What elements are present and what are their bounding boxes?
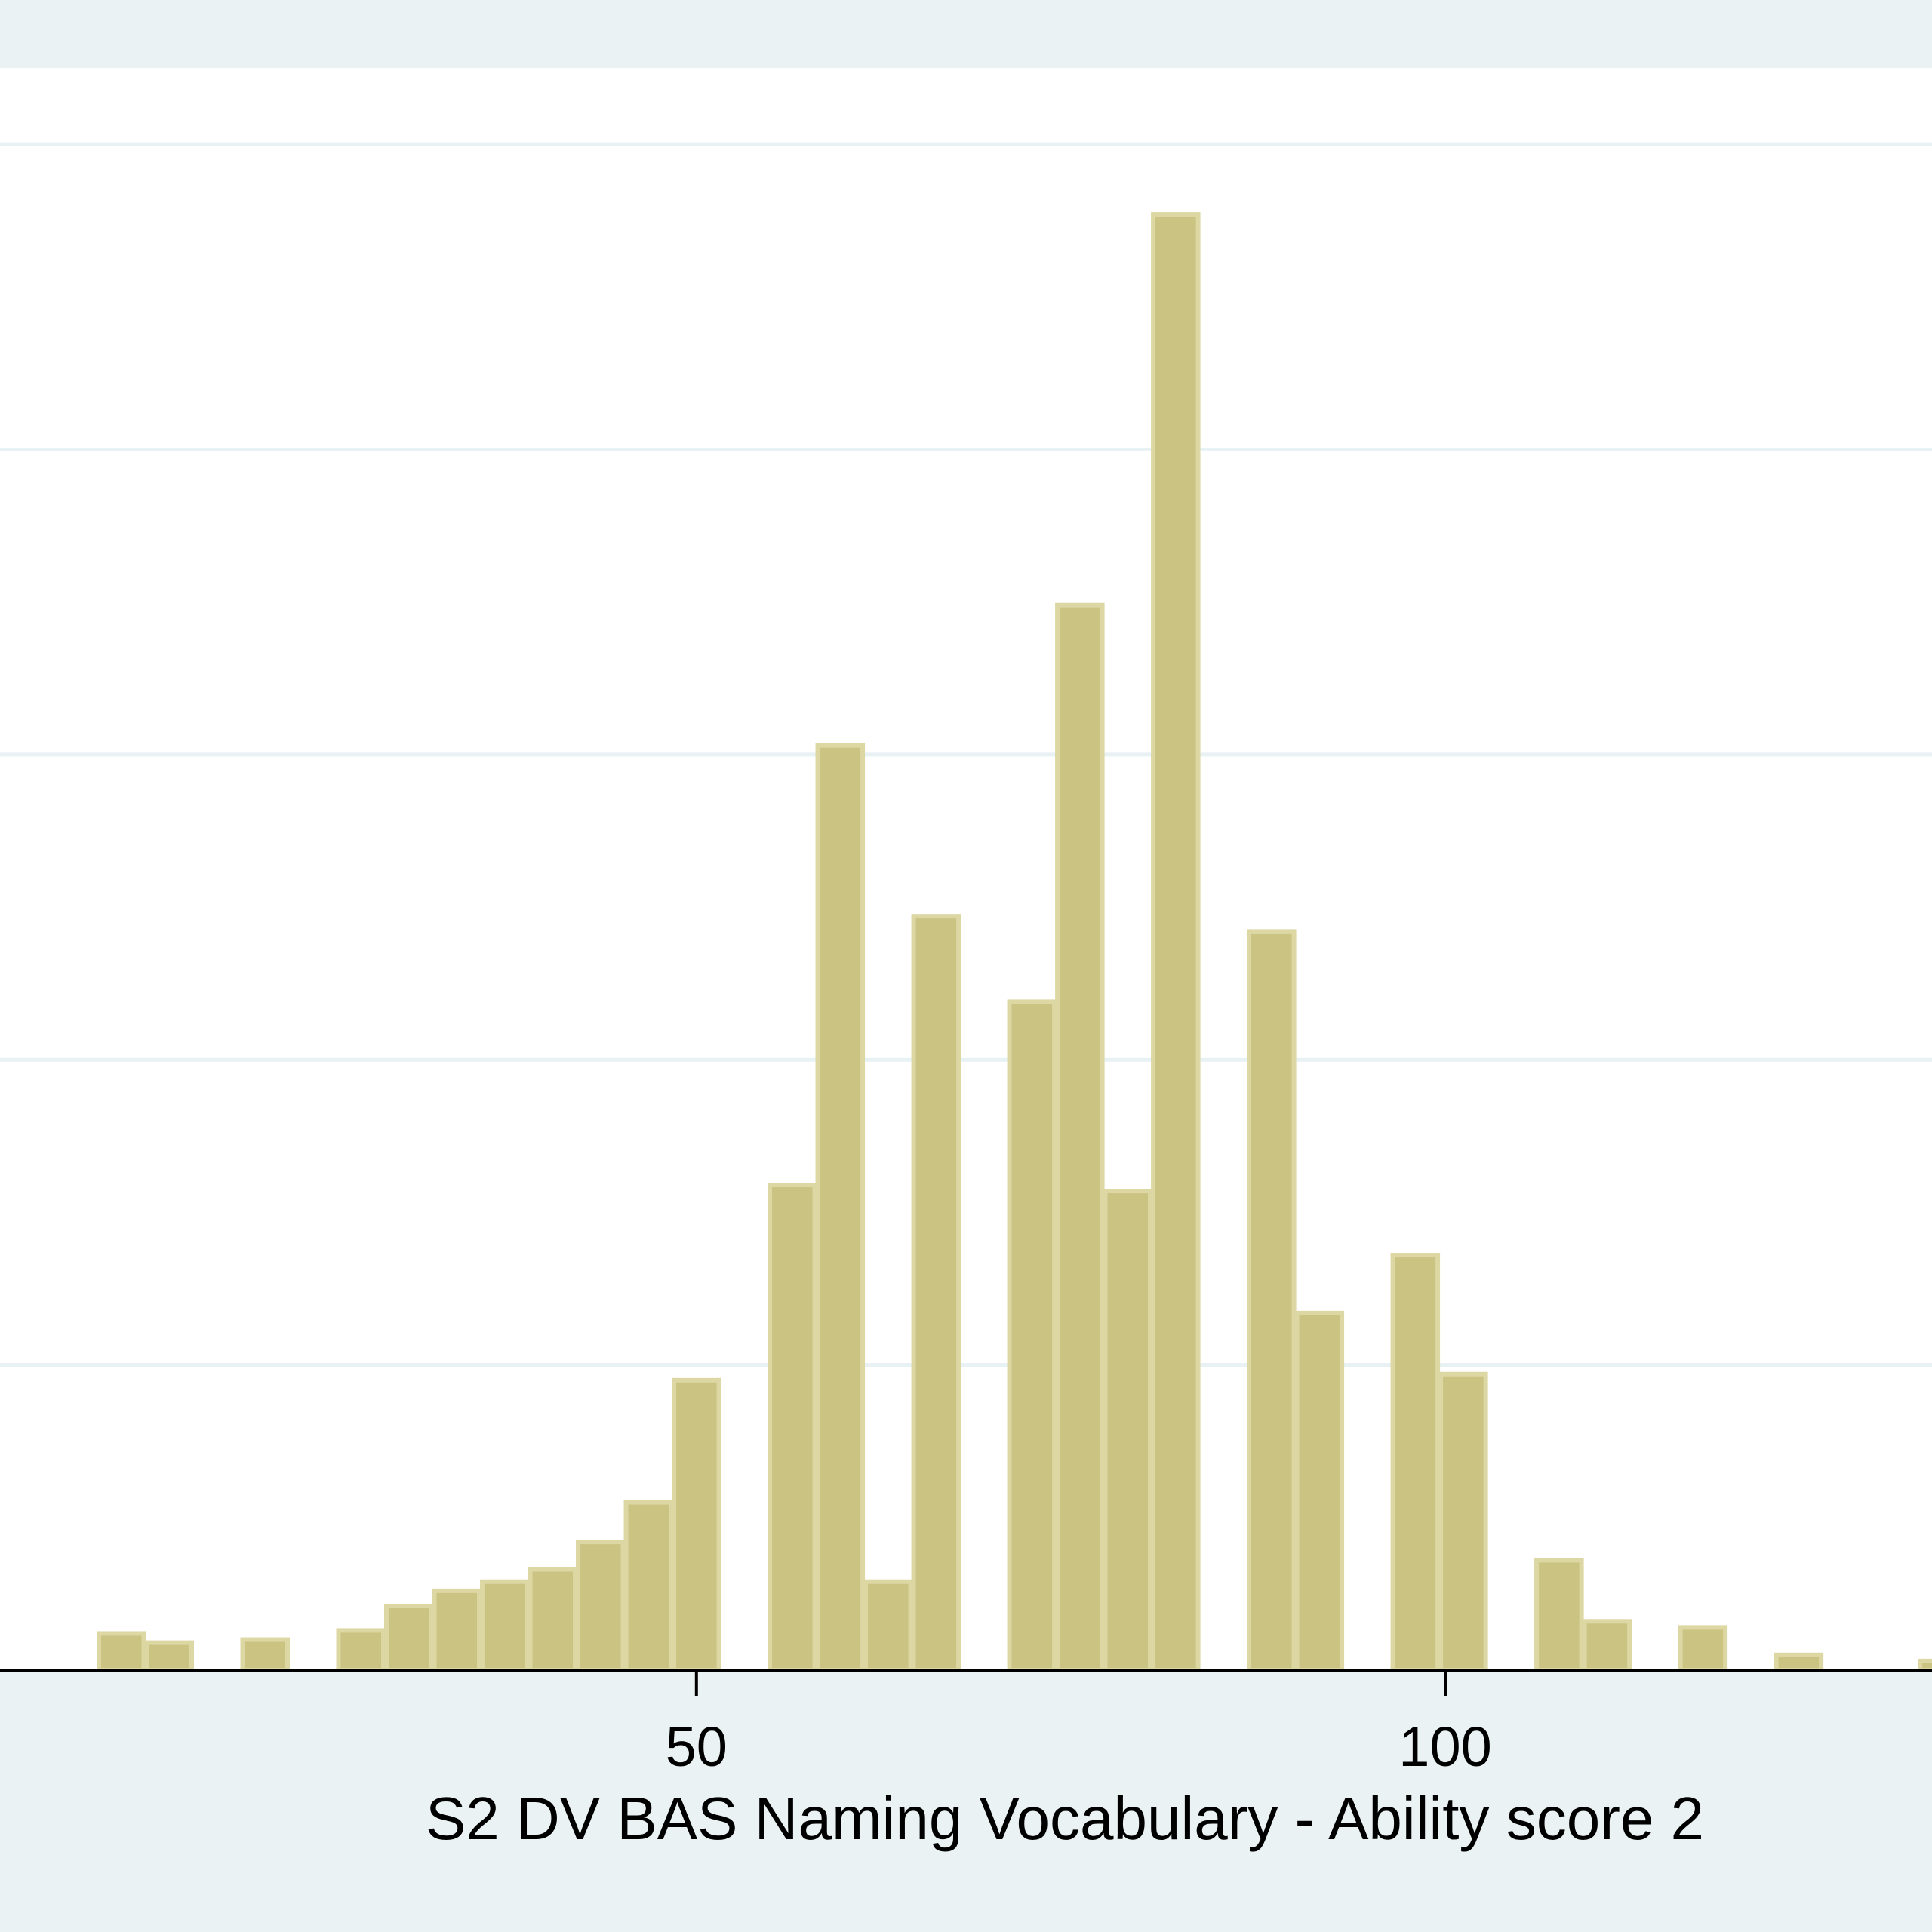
histogram-bar	[144, 1640, 194, 1672]
histogram-bar	[1390, 1253, 1441, 1672]
histogram-bar	[1294, 1310, 1345, 1672]
histogram-bar	[768, 1183, 817, 1672]
histogram-bar	[1582, 1619, 1632, 1673]
x-tick-label: 50	[666, 1715, 728, 1778]
histogram-bar	[815, 743, 866, 1672]
x-axis-title: S2 DV BAS Naming Vocabulary - Ability sc…	[426, 1785, 1704, 1852]
histogram-bar	[672, 1377, 721, 1673]
histogram-bar	[911, 914, 961, 1672]
plot-region	[0, 68, 1932, 1672]
histogram-bars	[96, 212, 1932, 1673]
y-gridlines	[0, 142, 1932, 1367]
histogram-bar	[528, 1567, 578, 1672]
histogram-bar	[623, 1500, 674, 1672]
histogram-bar	[480, 1579, 530, 1672]
histogram-bar	[1007, 999, 1057, 1673]
histogram-bar	[1438, 1371, 1488, 1672]
histogram-bar	[336, 1628, 386, 1672]
histogram-bar	[384, 1604, 434, 1673]
x-axis-ticks: 50 100	[666, 1670, 1492, 1778]
histogram-bar	[863, 1579, 913, 1672]
x-tick-label: 100	[1398, 1715, 1491, 1778]
histogram-bar	[1678, 1625, 1728, 1673]
histogram-bar	[1774, 1652, 1824, 1673]
histogram-bar	[432, 1588, 482, 1672]
histogram-bar	[96, 1631, 146, 1673]
histogram-bar	[1151, 212, 1201, 1672]
histogram-bar	[1534, 1558, 1584, 1672]
histogram-bar	[1247, 929, 1297, 1672]
histogram-bar	[1055, 602, 1105, 1672]
histogram-bar	[1103, 1189, 1153, 1673]
histogram-bar	[1918, 1658, 1932, 1673]
histogram-bar	[240, 1637, 291, 1673]
histogram-bar	[576, 1540, 626, 1673]
